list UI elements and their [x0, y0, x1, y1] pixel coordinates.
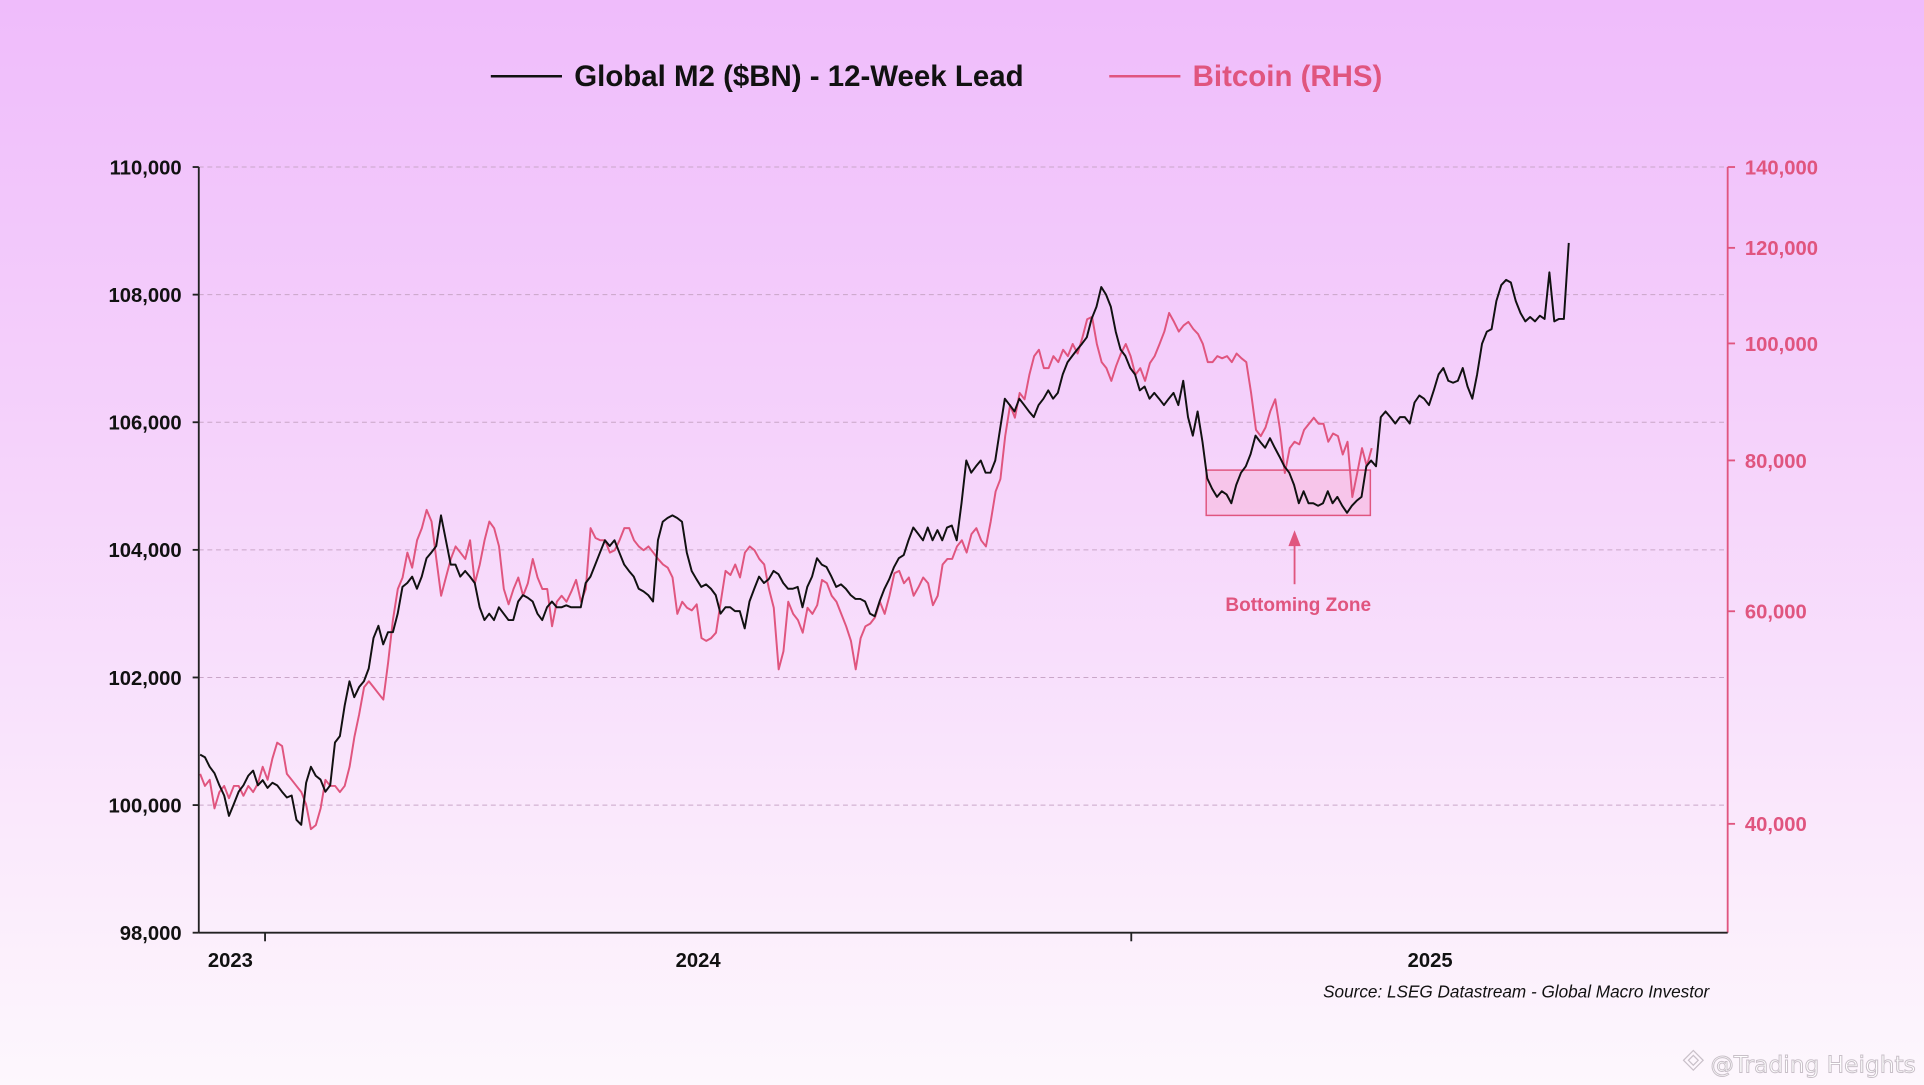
watermark: @Trading Heights	[1682, 1049, 1916, 1079]
right-tick-label: 120,000	[1745, 238, 1818, 260]
bottoming-zone-box	[1205, 469, 1372, 517]
left-tick-label: 106,000	[108, 413, 181, 435]
series-line-bitcoin	[199, 311, 1373, 831]
watermark-text: @Trading Heights	[1710, 1052, 1915, 1079]
bottoming-zone: Bottoming Zone	[1205, 469, 1372, 616]
right-axis-ticks: 40,000 60,000 80,000 100,000 120,000 140,000	[1727, 157, 1818, 836]
watermark-logo-icon	[1682, 1049, 1705, 1071]
gridlines	[198, 166, 1728, 806]
right-tick-label: 140,000	[1745, 157, 1818, 179]
x-tick-label: 2023	[208, 950, 253, 972]
left-tick-label: 108,000	[108, 285, 181, 307]
left-tick-label: 100,000	[108, 795, 181, 817]
bottoming-zone-label: Bottoming Zone	[1225, 595, 1371, 616]
source-note: Source: LSEG Datastream - Global Macro I…	[1323, 982, 1710, 1002]
legend: Global M2 ($BN) - 12-Week Lead Bitcoin (…	[490, 60, 1383, 93]
right-tick-label: 100,000	[1745, 334, 1818, 356]
left-axis-ticks: 98,000 100,000 102,000 104,000 106,000 108,00…	[108, 157, 199, 945]
x-tick-label: 2024	[676, 950, 722, 972]
right-tick-label: 80,000	[1745, 451, 1807, 473]
legend-label-m2: Global M2 ($BN) - 12-Week Lead	[574, 60, 1023, 93]
legend-label-bitcoin: Bitcoin (RHS)	[1193, 60, 1383, 93]
right-tick-label: 40,000	[1745, 814, 1807, 836]
left-tick-label: 102,000	[108, 668, 181, 690]
series-line-global-m2	[199, 242, 1570, 826]
x-axis-ticks: 2023 2024 2025	[208, 932, 1453, 972]
arrow-head-icon	[1288, 530, 1301, 547]
series-lines	[199, 242, 1570, 831]
left-tick-label: 104,000	[108, 540, 181, 562]
right-tick-label: 60,000	[1745, 602, 1807, 624]
x-tick-label: 2025	[1408, 950, 1453, 972]
left-tick-label: 110,000	[110, 157, 182, 179]
left-tick-label: 98,000	[120, 923, 182, 945]
